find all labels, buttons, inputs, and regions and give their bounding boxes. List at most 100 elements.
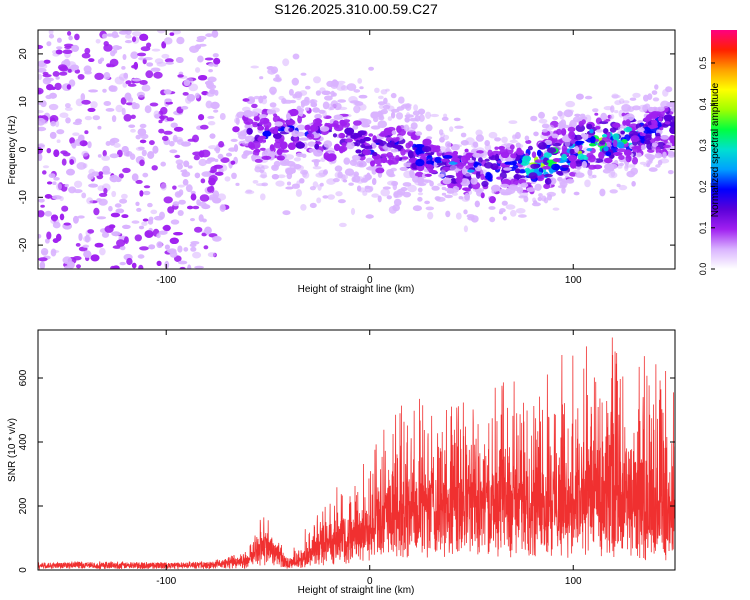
heatmap-cell: [464, 192, 470, 201]
heatmap-cell: [62, 256, 72, 265]
heatmap-cell: [362, 149, 372, 156]
heatmap-cell: [430, 113, 439, 118]
heatmap-cell: [84, 115, 92, 121]
heatmap-cell: [488, 131, 498, 139]
heatmap-cell: [434, 156, 443, 164]
heatmap-cell: [359, 139, 366, 144]
top-y-axis-label: Frequency (Hz): [7, 116, 18, 185]
heatmap-cell: [365, 214, 374, 219]
heatmap-cell: [205, 33, 213, 38]
heatmap-cell: [58, 71, 68, 76]
heatmap-cell: [378, 115, 385, 121]
heatmap-cell: [301, 153, 307, 158]
heatmap-cell: [55, 120, 60, 128]
heatmap-cell: [561, 187, 566, 194]
heatmap-cell: [63, 222, 71, 226]
heatmap-cell: [569, 160, 577, 169]
heatmap-cell: [383, 97, 388, 105]
heatmap-cell: [527, 145, 533, 151]
heatmap-cell: [43, 59, 51, 64]
heatmap-cell: [605, 151, 612, 157]
colorbar-label: Normalized spectral amplitude: [710, 82, 721, 217]
heatmap-cell: [445, 141, 452, 149]
heatmap-cell: [395, 155, 400, 162]
heatmap-cell: [386, 142, 395, 148]
heatmap-cell: [393, 198, 402, 207]
heatmap-cell: [67, 31, 72, 36]
heatmap-cell: [292, 53, 300, 60]
heatmap-cell: [207, 252, 216, 258]
heatmap-cell: [581, 160, 588, 169]
heatmap-cell: [62, 49, 73, 54]
heatmap-cell: [274, 121, 284, 127]
heatmap-cell: [87, 107, 96, 112]
heatmap-cell: [194, 226, 203, 233]
heatmap-cell: [278, 95, 285, 101]
heatmap-cell: [194, 265, 205, 269]
heatmap-cell: [119, 261, 126, 266]
heatmap-cell: [164, 58, 174, 63]
colorbar-tick-label: 0.5: [698, 57, 708, 70]
heatmap-cell: [655, 164, 661, 168]
heatmap-cell: [156, 241, 163, 249]
heatmap-cell: [323, 140, 333, 148]
heatmap-cell: [75, 98, 84, 107]
heatmap-cell: [251, 154, 256, 162]
heatmap-cell: [260, 171, 267, 179]
heatmap-cell: [407, 140, 414, 147]
heatmap-cell: [573, 134, 583, 141]
heatmap-cell: [532, 197, 537, 203]
heatmap-cell: [313, 149, 323, 157]
heatmap-cell: [94, 242, 104, 248]
heatmap-cell: [444, 194, 453, 199]
heatmap-cell: [524, 167, 531, 173]
heatmap-cell: [174, 154, 181, 159]
heatmap-cell: [279, 141, 288, 150]
heatmap-cell: [122, 82, 128, 88]
heatmap-cell: [561, 128, 567, 136]
heatmap-cell: [530, 115, 538, 122]
heatmap-cell: [625, 119, 631, 127]
heatmap-cell: [87, 173, 94, 180]
heatmap-cell: [610, 105, 615, 113]
heatmap-cell: [339, 146, 344, 154]
heatmap-cell: [440, 158, 449, 162]
heatmap-cell: [197, 55, 204, 63]
heatmap-cell: [91, 171, 100, 177]
heatmap-cell: [113, 142, 121, 148]
heatmap-cell: [109, 153, 119, 159]
heatmap-cell: [50, 214, 59, 222]
heatmap-cell: [561, 153, 567, 161]
heatmap-cell: [212, 53, 219, 58]
heatmap-cell: [210, 101, 220, 109]
heatmap-cell: [67, 68, 72, 73]
heatmap-cell: [593, 158, 604, 164]
heatmap-cell: [561, 144, 568, 153]
heatmap-cell: [65, 117, 71, 124]
heatmap-cell: [391, 111, 396, 119]
heatmap-cell: [660, 100, 670, 109]
heatmap-cell: [137, 254, 145, 259]
heatmap-cell: [651, 90, 658, 95]
heatmap-cell: [632, 92, 641, 98]
heatmap-cell: [637, 127, 645, 132]
heatmap-cell: [233, 144, 239, 152]
heatmap-cell: [644, 153, 652, 158]
heatmap-cell: [631, 181, 636, 187]
heatmap-cell: [380, 188, 391, 197]
heatmap-cell: [556, 128, 562, 135]
heatmap-cell: [322, 101, 330, 110]
heatmap-cell: [143, 57, 153, 61]
heatmap-cell: [360, 144, 366, 148]
heatmap-cell: [358, 94, 368, 99]
heatmap-cell: [80, 93, 86, 101]
heatmap-cell: [143, 185, 151, 189]
heatmap-cell: [103, 187, 108, 195]
heatmap-cell: [284, 154, 294, 160]
heatmap-cell: [292, 94, 298, 99]
heatmap-cell: [98, 171, 104, 176]
heatmap-cell: [654, 84, 659, 90]
heatmap-cell: [504, 161, 512, 165]
heatmap-cell: [325, 147, 335, 154]
heatmap-cell: [611, 94, 621, 99]
